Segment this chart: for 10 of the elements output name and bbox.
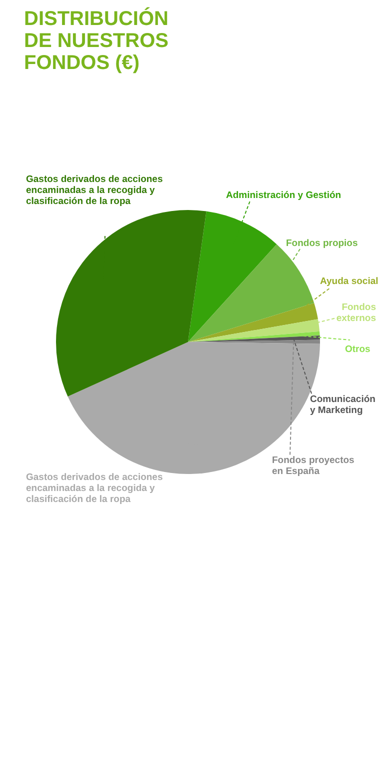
slice-label: Ayuda social [320,276,380,287]
slice-label: Comunicación y Marketing [310,394,376,416]
slice-label: Fondos externos [336,302,376,324]
slice-label: Gastos derivados de acciones encaminadas a la recogida y clasificación de la ropa [26,174,164,207]
slice-label: Otros [345,344,372,355]
slice-label: Fondos propios [286,238,359,249]
slice-label: Administración y Gestión [226,190,342,201]
chart-title: DISTRIBUCIÓN DE NUESTROS FONDOS (€) [24,8,170,74]
slice-label: Gastos derivados de acciones encaminadas a la recogida y clasificación de la ropa [26,472,164,505]
slice-label: Fondos proyectos en España [272,455,356,477]
